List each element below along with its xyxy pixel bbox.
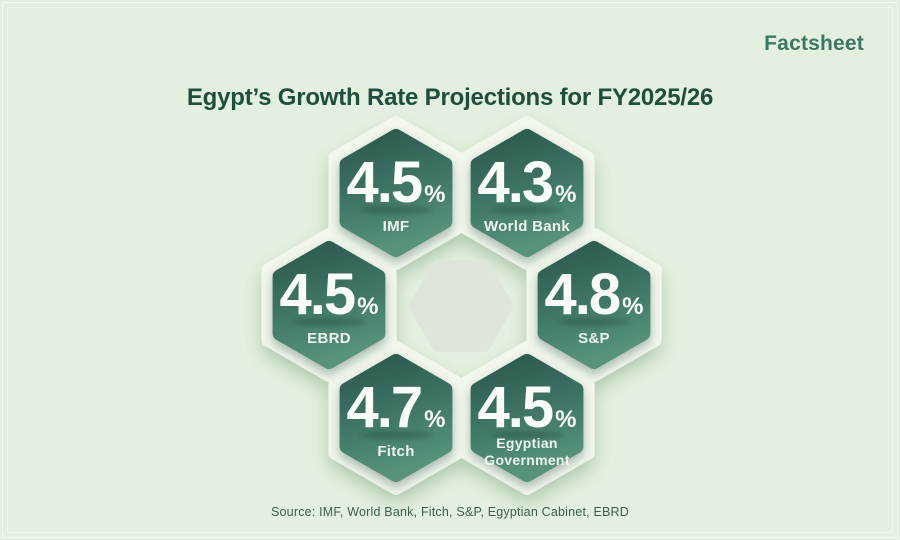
value-world-bank: 4.3%: [478, 150, 577, 215]
number-shadow: [491, 431, 563, 439]
badge-world-bank: 4.3% World Bank: [478, 150, 577, 235]
badge-fitch: 4.7% Fitch: [347, 375, 446, 460]
value-egyptian-government: 4.5%: [478, 375, 577, 440]
badge-imf: 4.5% IMF: [347, 150, 446, 235]
source-note: Source: IMF, World Bank, Fitch, S&P, Egy…: [270, 505, 629, 519]
label-fitch: Fitch: [377, 443, 414, 460]
number-shadow: [360, 206, 432, 214]
center-hexagon: [416, 267, 506, 345]
label-egyptian-government-line1: Egyptian: [496, 435, 558, 451]
page-title: Egypt’s Growth Rate Projections for FY20…: [186, 84, 714, 111]
badge-ebrd: 4.5% EBRD: [280, 262, 379, 347]
value-fitch: 4.7%: [347, 375, 446, 440]
number-shadow: [491, 206, 563, 214]
number-shadow: [558, 318, 630, 326]
value-ebrd: 4.5%: [280, 262, 379, 327]
badge-egyptian-government: 4.5% Egyptian Government: [478, 375, 577, 468]
label-ebrd: EBRD: [307, 330, 351, 347]
label-world-bank: World Bank: [484, 218, 570, 235]
label-imf: IMF: [383, 218, 410, 235]
number-shadow: [360, 431, 432, 439]
label-egyptian-government-line2: Government: [484, 452, 569, 468]
label-sp: S&P: [578, 330, 610, 347]
number-shadow: [293, 318, 365, 326]
value-sp: 4.8%: [545, 262, 644, 327]
badge-sp: 4.8% S&P: [545, 262, 644, 347]
value-imf: 4.5%: [347, 150, 446, 215]
factsheet-badge: Factsheet: [764, 32, 864, 55]
